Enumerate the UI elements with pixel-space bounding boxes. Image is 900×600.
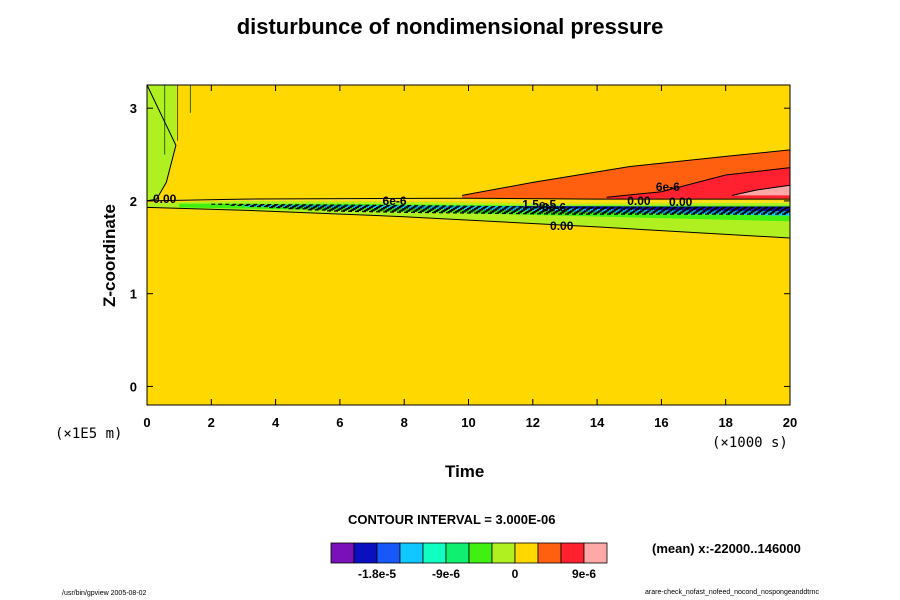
colorbar-label: -1.8e-5 — [358, 567, 396, 581]
x-tick-label: 2 — [208, 415, 215, 430]
contour-dashed-6 — [326, 210, 790, 215]
contour-label: 6e-6 — [383, 194, 407, 208]
colorbar: -1.8e-5 -9e-6 0 9e-6 — [330, 542, 608, 581]
x-axis: 0 2 4 6 8 10 12 14 16 18 20 — [143, 85, 797, 430]
colorbar-swatch — [422, 542, 447, 564]
y-tick-label: 3 — [130, 101, 137, 116]
x-tick-label: 20 — [783, 415, 797, 430]
contour-dashed-4 — [288, 208, 790, 213]
y-tick-label: 2 — [130, 194, 137, 209]
x-tick-label: 14 — [590, 415, 605, 430]
contour-label: 0.00 — [669, 195, 693, 209]
y-tick-label: 1 — [130, 287, 137, 302]
y-unit-label: (×1E5 m) — [55, 426, 123, 442]
contour-label: 0.00 — [153, 192, 177, 206]
x-tick-label: 0 — [143, 415, 150, 430]
contour-line-5 — [146, 84, 177, 202]
field-positive-sliver — [153, 199, 790, 203]
colorbar-label: 9e-6 — [572, 567, 596, 581]
y-axis: 0 1 2 3 — [130, 101, 790, 394]
chart-title: disturbunce of nondimensional pressure — [236, 14, 664, 39]
x-tick-label: 10 — [461, 415, 475, 430]
footer-command: /usr/bin/gpview 2005-08-02 — [62, 590, 147, 597]
colorbar-swatch — [468, 542, 493, 564]
contour-label: -6e-6 — [538, 200, 566, 214]
contour-lines — [146, 84, 791, 239]
contour-label: 0.00 — [627, 194, 651, 208]
colorbar-swatch — [399, 542, 424, 564]
colorbar-swatch — [330, 542, 355, 564]
field-background — [147, 85, 790, 405]
y-tick-label: 0 — [130, 379, 137, 394]
colorbar-swatch — [514, 542, 539, 564]
colorbar-swatch — [583, 542, 608, 564]
mean-range-text: (mean) x:-22000..146000 — [652, 541, 801, 556]
contour-dashed-1 — [230, 204, 790, 210]
contour-label: 1.5e-5 — [522, 198, 556, 212]
x-tick-label: 4 — [272, 415, 280, 430]
colorbar-label: 0 — [512, 567, 519, 581]
colorbar-swatch — [560, 542, 585, 564]
footer-run-name: arare-check_nofast_nofeed_nocond_nospong… — [645, 589, 819, 596]
colorbar-swatch — [537, 542, 562, 564]
contour-label: 0.00 — [550, 219, 574, 233]
x-tick-label: 16 — [654, 415, 668, 430]
contour-line-1 — [462, 149, 791, 196]
x-tick-label: 6 — [336, 415, 343, 430]
colorbar-swatch — [491, 542, 516, 564]
colorbar-swatch — [445, 542, 470, 564]
y-axis-title-text: Z-coordinate — [100, 204, 119, 307]
contour-dashed-0 — [211, 203, 790, 208]
contour-label: 6e-6 — [656, 180, 680, 194]
field-positive-2 — [606, 167, 790, 200]
x-tick-label: 12 — [526, 415, 540, 430]
contour-interval-text: CONTOUR INTERVAL = 3.000E-06 — [348, 512, 556, 527]
contour-line-4 — [146, 206, 791, 239]
contour-field — [147, 85, 790, 405]
contour-line-0 — [146, 197, 790, 202]
x-unit-label: (×1000 s) — [712, 435, 788, 451]
colorbar-swatch — [376, 542, 401, 564]
x-tick-label: 8 — [401, 415, 408, 430]
contour-line-2 — [606, 167, 791, 198]
contour-line-3 — [731, 184, 791, 196]
contour-dashed-2 — [249, 205, 790, 211]
x-tick-label: 18 — [718, 415, 732, 430]
colorbar-swatch — [353, 542, 378, 564]
colorbar-label: -9e-6 — [432, 567, 460, 581]
x-axis-title: Time — [445, 462, 485, 481]
contour-dashed-3 — [269, 206, 790, 212]
contour-dashed-5 — [307, 209, 790, 214]
